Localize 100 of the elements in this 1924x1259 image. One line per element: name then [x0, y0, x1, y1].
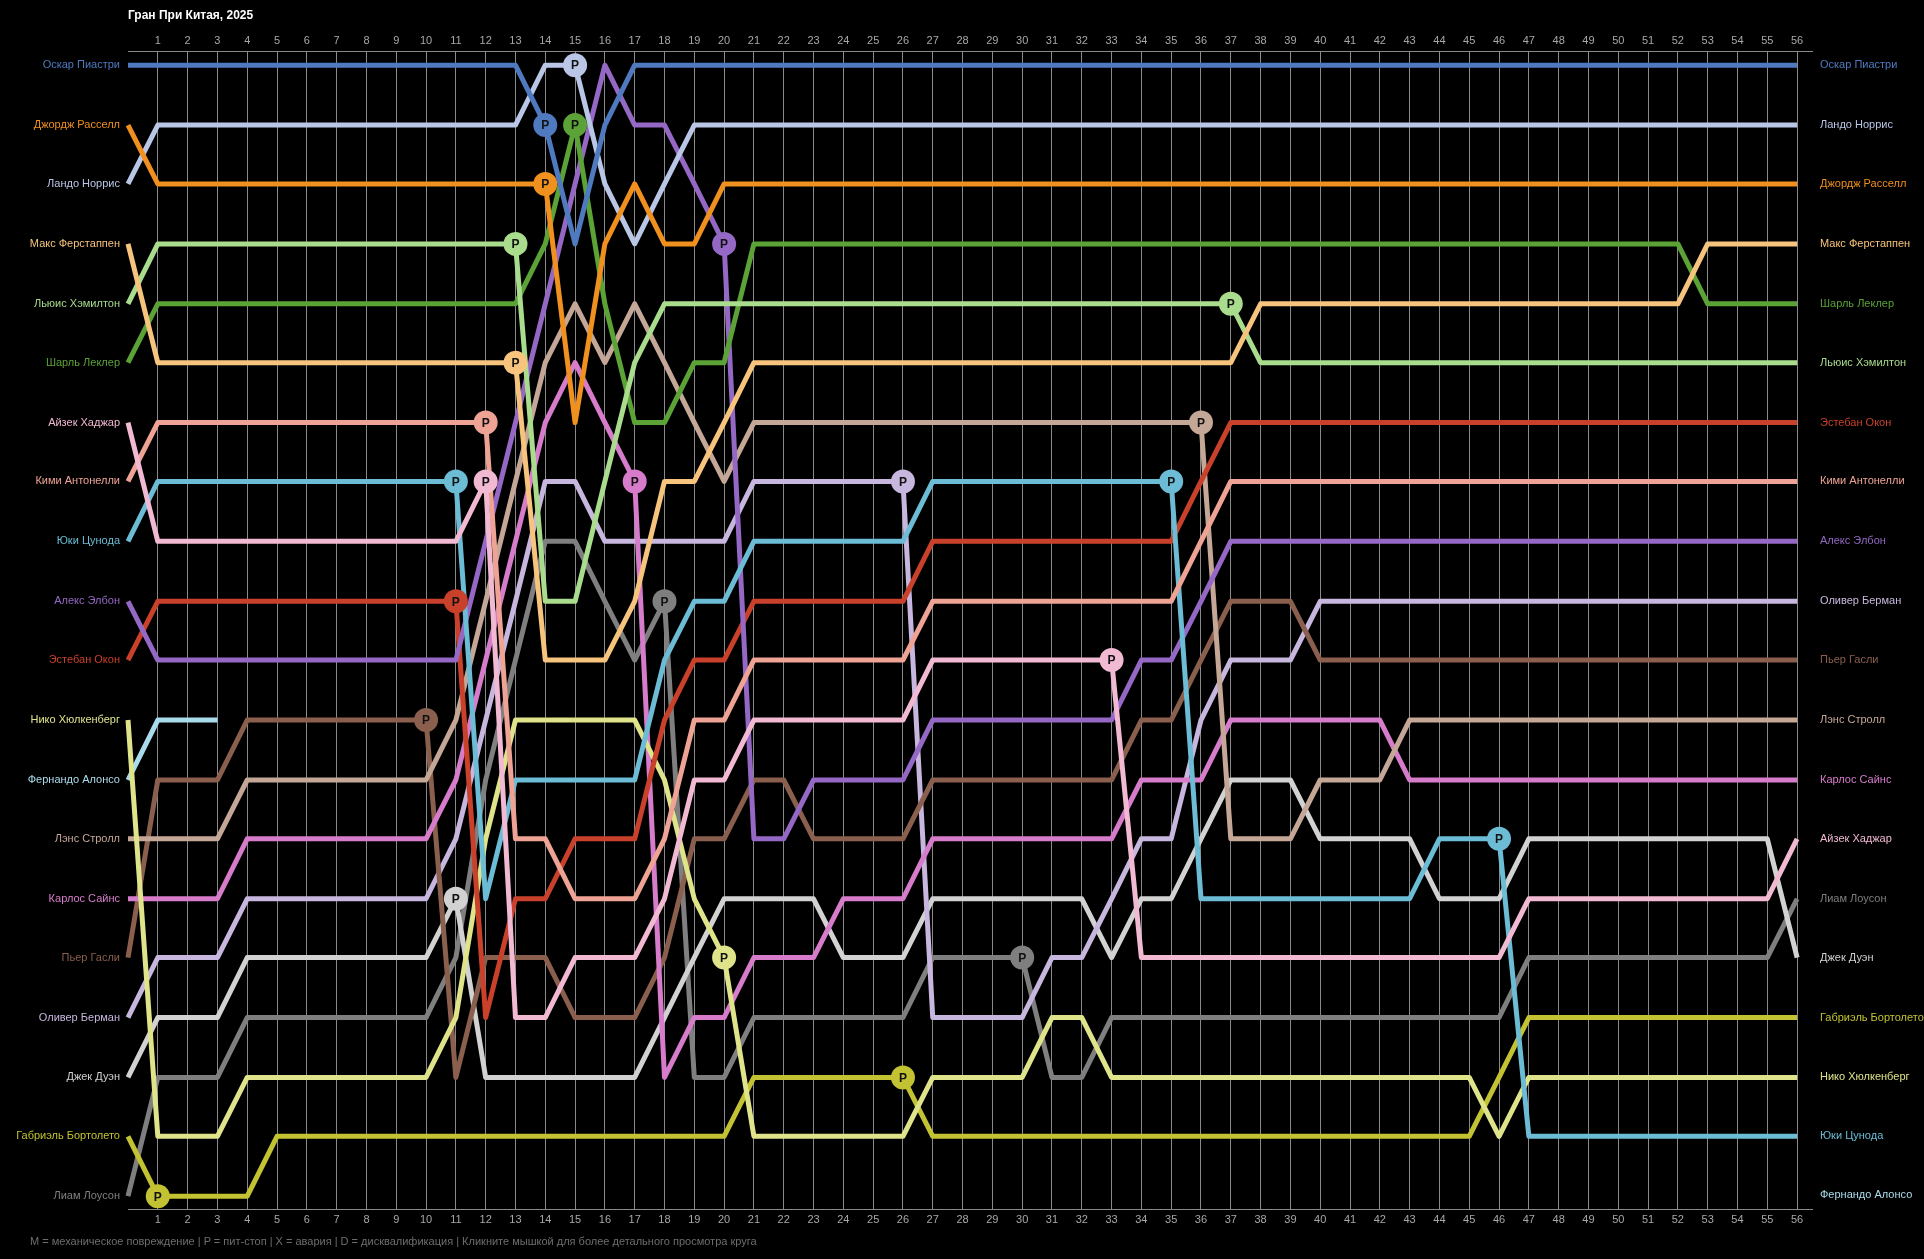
x-tick-label: 6 — [303, 1213, 310, 1226]
x-tick-label: 14 — [539, 1213, 552, 1226]
annotation: Кими Антонелли — [1820, 474, 1905, 487]
annotation: Алекс Элбон — [1820, 534, 1886, 547]
x2-tick-label: 20 — [717, 34, 731, 47]
series-label: Фернандо Алонсо — [27, 773, 120, 786]
x2-tick-label: 44 — [1433, 34, 1446, 47]
x2-tick-label: 3 — [214, 34, 221, 47]
annotation: Джек Дуэн — [1820, 950, 1874, 963]
annotation: P — [541, 118, 550, 133]
x-tick-label: 27 — [926, 1213, 939, 1226]
annotation: Айзек Хаджар — [1820, 831, 1892, 844]
x2-tick-label: 34 — [1135, 34, 1148, 47]
x-tick-label: 50 — [1612, 1213, 1625, 1226]
series-label: Оскар Пиастри — [42, 58, 120, 71]
annotation: P — [720, 950, 729, 965]
x2-tick-label: 31 — [1045, 34, 1059, 47]
x-tick-label: 37 — [1224, 1213, 1237, 1226]
x-tick-label: 49 — [1582, 1213, 1595, 1226]
x2-tick-label: 4 — [244, 34, 251, 47]
x2-tick-label: 32 — [1075, 34, 1088, 47]
x2-tick-label: 56 — [1790, 34, 1804, 47]
series-label: Юки Цунода — [56, 534, 121, 547]
x-tick-label: 7 — [333, 1213, 340, 1226]
annotation: Оскар Пиастри — [1820, 58, 1898, 71]
x2-tick-label: 41 — [1343, 34, 1357, 47]
x2-tick-label: 38 — [1254, 34, 1267, 47]
series-label: Лиам Лоусон — [53, 1189, 120, 1202]
x2-tick-label: 33 — [1105, 34, 1118, 47]
x-tick-label: 42 — [1373, 1213, 1386, 1226]
x-tick-label: 25 — [867, 1213, 880, 1226]
x-tick-label: 23 — [807, 1213, 820, 1226]
x-tick-label: 24 — [837, 1213, 850, 1226]
x2-tick-label: 35 — [1165, 34, 1178, 47]
x-tick-label: 8 — [363, 1213, 370, 1226]
annotation: Юки Цунода — [1820, 1129, 1885, 1142]
x-tick-label: 39 — [1284, 1213, 1297, 1226]
x2-tick-label: 49 — [1582, 34, 1595, 47]
annotation: P — [1018, 950, 1027, 965]
x-tick-label: 5 — [273, 1213, 281, 1226]
x2-tick-label: 25 — [867, 34, 880, 47]
x2-tick-label: 5 — [273, 34, 281, 47]
x2-tick-label: 48 — [1552, 34, 1565, 47]
annotation: Макс Ферстаппен — [1820, 236, 1911, 249]
annotation: P — [511, 237, 520, 252]
x-tick-label: 20 — [717, 1213, 731, 1226]
x2-tick-label: 17 — [628, 34, 641, 47]
series-label: Карлос Сайнс — [48, 891, 121, 904]
x-tick-label: 11 — [450, 1213, 462, 1226]
annotation: P — [451, 892, 460, 907]
annotation: P — [511, 355, 520, 370]
x-tick-label: 33 — [1105, 1213, 1118, 1226]
x2-tick-label: 6 — [303, 34, 310, 47]
x2-tick-label: 52 — [1671, 34, 1684, 47]
x2-tick-label: 11 — [450, 34, 462, 47]
x2-tick-label: 16 — [598, 34, 612, 47]
x-tick-label: 2 — [184, 1213, 191, 1226]
annotation: P — [541, 177, 550, 192]
x2-tick-label: 29 — [986, 34, 999, 47]
annotation: P — [451, 474, 460, 489]
x-tick-label: 46 — [1492, 1213, 1506, 1226]
annotation: P — [1495, 832, 1504, 847]
x-tick-label: 3 — [214, 1213, 221, 1226]
annotation: P — [1167, 474, 1176, 489]
annotation: P — [422, 713, 431, 728]
x-tick-label: 28 — [956, 1213, 969, 1226]
x-tick-label: 15 — [568, 1213, 582, 1226]
x2-tick-label: 8 — [363, 34, 370, 47]
x-tick-label: 52 — [1671, 1213, 1684, 1226]
x2-tick-label: 54 — [1731, 34, 1744, 47]
annotation: P — [898, 1070, 907, 1085]
x-tick-label: 34 — [1135, 1213, 1148, 1226]
x2-tick-label: 13 — [509, 34, 522, 47]
x2-tick-label: 30 — [1016, 34, 1029, 47]
x2-tick-label: 18 — [658, 34, 671, 47]
x-tick-label: 41 — [1343, 1213, 1357, 1226]
annotation: P — [571, 118, 580, 133]
series-label: Пьер Гасли — [61, 950, 120, 963]
x2-tick-label: 40 — [1314, 34, 1327, 47]
x-tick-label: 55 — [1761, 1213, 1774, 1226]
annotation: P — [898, 474, 907, 489]
series-label: Шарль Леклер — [45, 355, 120, 368]
series-label: Макс Ферстаппен — [29, 236, 120, 249]
x2-tick-label: 24 — [837, 34, 850, 47]
x2-tick-label: 22 — [777, 34, 790, 47]
annotation: Джордж Расселл — [1820, 176, 1907, 189]
x-tick-label: 31 — [1045, 1213, 1059, 1226]
x2-tick-label: 12 — [479, 34, 492, 47]
x-tick-label: 40 — [1314, 1213, 1327, 1226]
annotation: Карлос Сайнс — [1820, 773, 1892, 786]
series-label: Айзек Хаджар — [48, 415, 120, 428]
x-tick-label: 12 — [479, 1213, 492, 1226]
x2-tick-label: 9 — [393, 34, 400, 47]
series-label: Льюис Хэмилтон — [33, 296, 120, 309]
annotation: P — [720, 237, 729, 252]
annotation: P — [571, 58, 580, 73]
x-tick-label: 4 — [244, 1213, 251, 1226]
x-tick-label: 38 — [1254, 1213, 1267, 1226]
x2-tick-label: 21 — [747, 34, 761, 47]
text: Фернандо Алонсо — [1820, 1188, 1913, 1201]
